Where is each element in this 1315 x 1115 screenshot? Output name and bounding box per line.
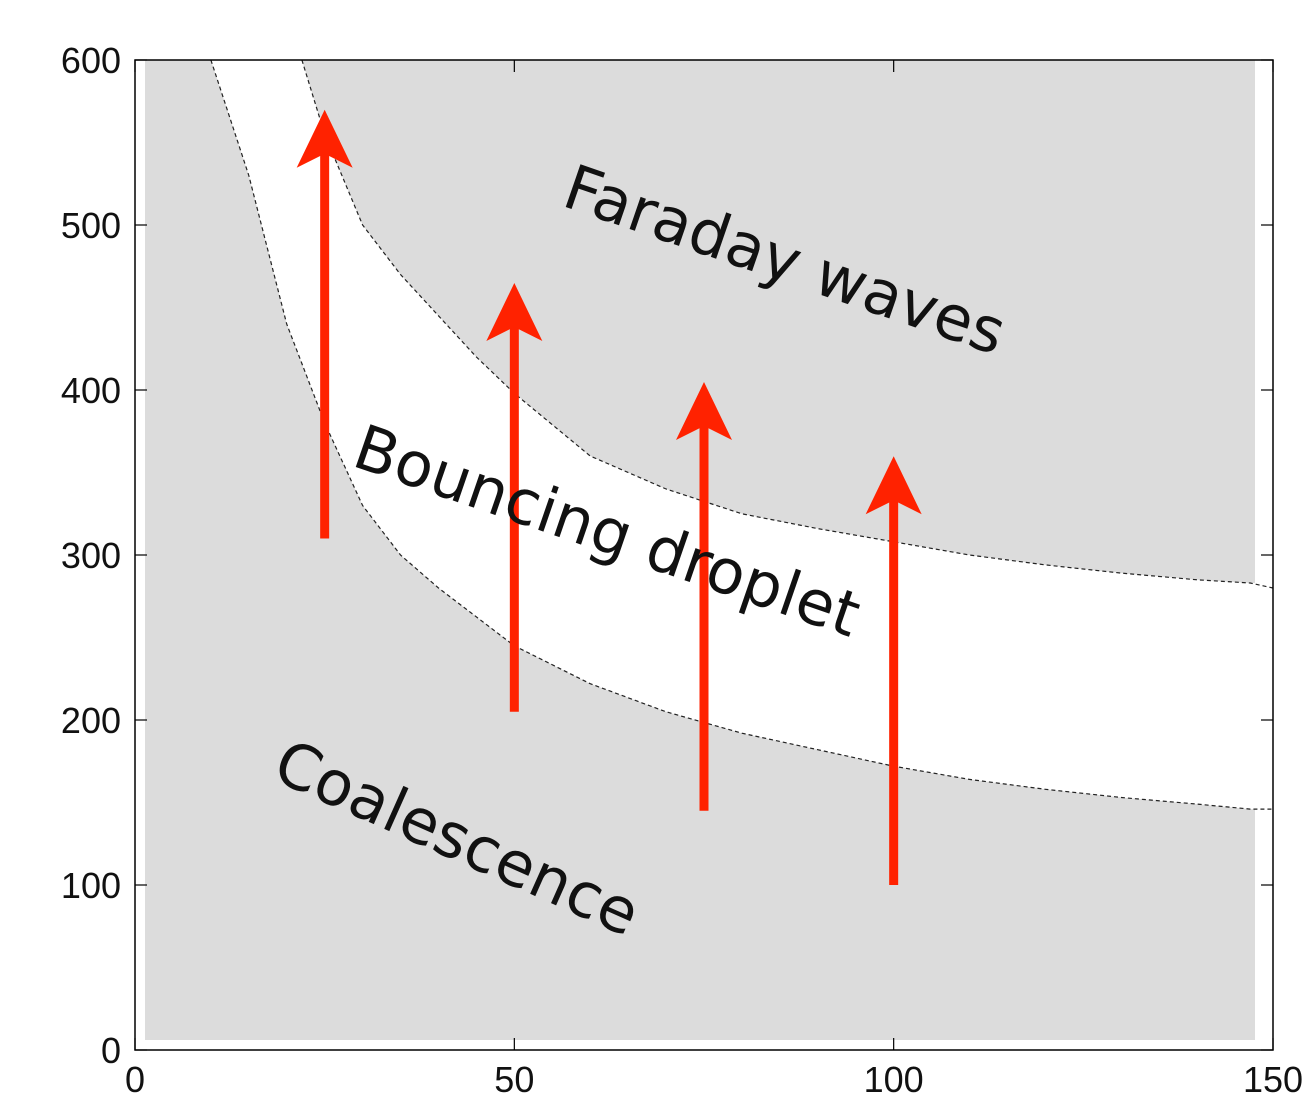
arrow-head bbox=[296, 109, 353, 168]
arrow-3 bbox=[676, 382, 732, 811]
arrow-head bbox=[676, 382, 732, 440]
y-tick-label: 600 bbox=[61, 40, 121, 81]
y-tick-label: 500 bbox=[61, 205, 121, 246]
y-tick-label: 100 bbox=[61, 865, 121, 906]
x-tick-label: 0 bbox=[125, 1059, 145, 1100]
plot-regions bbox=[145, 60, 1255, 1040]
arrow-head bbox=[865, 456, 922, 515]
y-tick-label: 300 bbox=[61, 535, 121, 576]
y-tick-label: 200 bbox=[61, 700, 121, 741]
arrows bbox=[296, 109, 922, 885]
arrow-4 bbox=[865, 456, 922, 885]
region-coalescence bbox=[145, 60, 1255, 1040]
axis-ticks: 0 50 100 150 0 100 200 300 400 500 600 bbox=[61, 40, 1303, 1100]
x-tick-label: 150 bbox=[1243, 1059, 1303, 1100]
arrow-head bbox=[486, 283, 543, 341]
region-faraday-waves bbox=[301, 60, 1255, 583]
x-tick-label: 50 bbox=[494, 1059, 534, 1100]
arrow-2 bbox=[486, 283, 543, 712]
y-tick-label: 400 bbox=[61, 370, 121, 411]
y-tick-label: 0 bbox=[101, 1030, 121, 1071]
arrow-1 bbox=[296, 109, 353, 539]
x-tick-label: 100 bbox=[864, 1059, 924, 1100]
